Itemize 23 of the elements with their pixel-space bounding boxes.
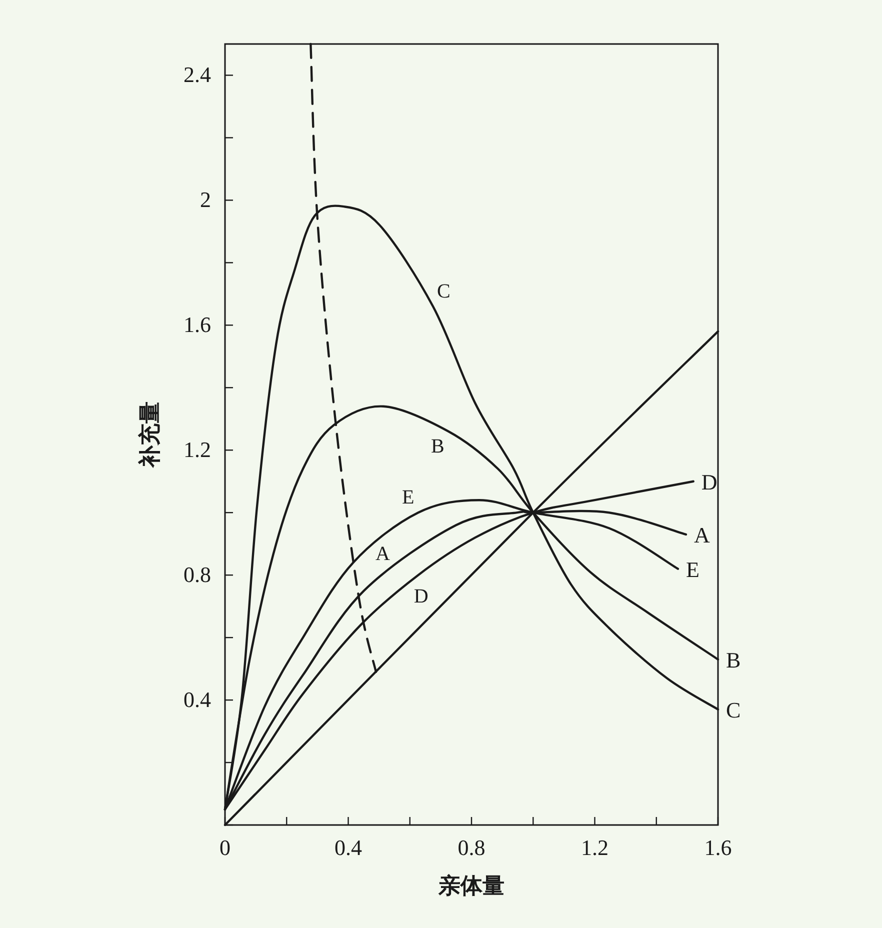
y-tick-label: 1.2	[184, 437, 211, 462]
y-tick-label: 1.6	[184, 312, 211, 338]
y-tick-label: 0.4	[184, 687, 211, 712]
annotation: A	[375, 542, 390, 565]
series-label: D	[701, 469, 718, 494]
x-tick-label: 0.8	[458, 835, 486, 860]
series-label: E	[686, 556, 700, 582]
annotation: C	[436, 280, 450, 302]
series-label: B	[726, 647, 741, 672]
x-tick-label: 1.6	[704, 835, 732, 860]
annotation: E	[402, 486, 414, 509]
y-tick-label: 0.8	[184, 562, 211, 588]
x-tick-label: 0.4	[334, 835, 362, 860]
annotation: D	[414, 585, 428, 608]
y-axis-title: 补充量	[137, 402, 163, 468]
annotation: B	[431, 435, 444, 458]
series-label: C	[726, 697, 741, 722]
x-tick-label: 1.2	[581, 835, 608, 860]
series-label: A	[694, 522, 710, 548]
x-axis-title: 亲体量	[438, 873, 504, 899]
y-tick-label: 2	[200, 187, 211, 212]
y-tick-label: 2.4	[184, 62, 211, 88]
x-tick-label: 0	[220, 835, 230, 860]
